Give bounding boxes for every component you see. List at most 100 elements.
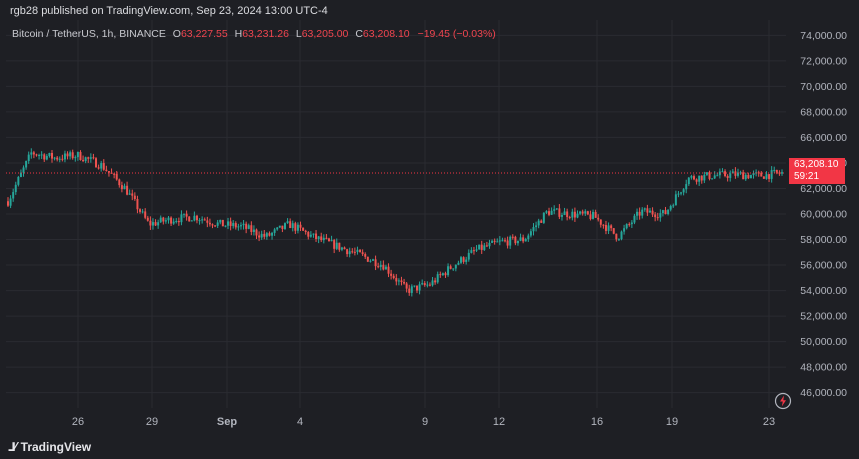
- candle-body: [659, 213, 662, 218]
- candle-body: [172, 221, 175, 224]
- candle-body: [164, 220, 167, 222]
- candle-body: [84, 157, 87, 162]
- candle-body: [14, 184, 17, 193]
- candle-body: [516, 240, 519, 244]
- candle-body: [38, 155, 41, 157]
- candle-body: [726, 176, 729, 178]
- candle-body: [454, 264, 457, 269]
- low-value: 63,205.00: [301, 28, 349, 40]
- open-label: O: [172, 28, 181, 40]
- candle-body: [296, 224, 299, 231]
- candle-body: [672, 205, 675, 207]
- x-axis[interactable]: 26 29 Sep 4 9 12 16 19 23: [72, 416, 775, 428]
- candle-body: [610, 225, 613, 229]
- candle-body: [387, 266, 390, 274]
- candle-body: [729, 173, 732, 178]
- candle-body: [356, 249, 359, 252]
- candle-body: [371, 259, 374, 261]
- x-tick-label: 9: [422, 416, 428, 428]
- candle-body: [724, 171, 727, 177]
- candle-body: [48, 152, 51, 157]
- y-tick-label: 58,000.00: [800, 234, 847, 246]
- candle-body: [452, 268, 455, 270]
- candle-body: [781, 172, 783, 174]
- candle-body: [636, 211, 639, 216]
- candle-body: [418, 284, 421, 291]
- candle-body: [752, 173, 755, 176]
- candle-body: [736, 172, 739, 176]
- candle-body: [677, 193, 680, 195]
- candle-body: [377, 266, 380, 268]
- candle-body: [12, 192, 15, 199]
- tradingview-footer[interactable]: ⅃⁄ TradingView: [8, 440, 91, 454]
- candle-body: [708, 172, 711, 179]
- candle-body: [773, 169, 776, 171]
- candle-body: [478, 244, 481, 250]
- candle-body: [25, 161, 28, 168]
- candle-body: [359, 249, 362, 253]
- candle-body: [242, 223, 245, 226]
- candle-body: [651, 210, 654, 215]
- candle-body: [617, 239, 620, 241]
- candle-body: [149, 220, 152, 226]
- candle-body: [273, 229, 276, 233]
- candle-body: [571, 211, 574, 218]
- candle-body: [747, 174, 750, 179]
- y-tick-label: 72,000.00: [800, 55, 847, 67]
- candle-body: [30, 152, 33, 155]
- candle-body: [224, 225, 227, 227]
- candle-body: [716, 175, 719, 177]
- open-value: 63,227.55: [180, 28, 228, 40]
- candle-body: [234, 223, 237, 228]
- candle-body: [628, 224, 631, 226]
- candle-body: [219, 219, 222, 223]
- candle-body: [705, 172, 708, 175]
- candle-body: [519, 237, 522, 241]
- symbol-legend: Bitcoin / TetherUS, 1h, BINANCE O63,227.…: [12, 28, 496, 40]
- candle-body: [581, 211, 584, 214]
- candle-body: [333, 240, 336, 249]
- x-tick-label: 16: [591, 416, 603, 428]
- candle-body: [255, 229, 258, 236]
- candle-body: [366, 256, 369, 262]
- candle-body: [346, 249, 349, 255]
- candle-body: [695, 179, 698, 182]
- candle-body: [139, 209, 142, 212]
- candle-body: [770, 170, 773, 179]
- candle-body: [188, 216, 191, 222]
- candle-body: [136, 198, 139, 210]
- candle-body: [299, 224, 302, 228]
- candle-body: [762, 176, 765, 179]
- candle-body: [589, 214, 592, 219]
- candle-body: [560, 215, 563, 217]
- candle-body: [669, 206, 672, 210]
- candle-body: [537, 220, 540, 226]
- candle-body: [379, 264, 382, 267]
- candle-body: [403, 282, 406, 284]
- y-tick-label: 46,000.00: [800, 387, 847, 399]
- y-axis[interactable]: 46,000.00 48,000.00 50,000.00 52,000.00 54,0…: [800, 30, 847, 399]
- candle-body: [731, 171, 734, 174]
- candle-body: [113, 173, 116, 175]
- candle-body: [232, 223, 235, 227]
- candle-body: [540, 220, 543, 223]
- candle-body: [268, 233, 271, 236]
- candle-body: [71, 152, 74, 159]
- candle-body: [493, 240, 496, 242]
- candle-body: [154, 222, 157, 226]
- lightning-icon[interactable]: [774, 392, 792, 410]
- candle-body: [348, 251, 351, 255]
- candle-body: [183, 213, 186, 215]
- candle-body: [566, 211, 569, 218]
- candle-body: [687, 177, 690, 185]
- x-tick-label: 26: [72, 416, 84, 428]
- candle-body: [79, 151, 82, 160]
- candle-body: [390, 273, 393, 276]
- candle-body: [405, 283, 408, 289]
- candle-body: [703, 174, 706, 181]
- candle-body: [558, 208, 561, 217]
- candle-body: [439, 274, 442, 276]
- candle-body: [227, 221, 230, 226]
